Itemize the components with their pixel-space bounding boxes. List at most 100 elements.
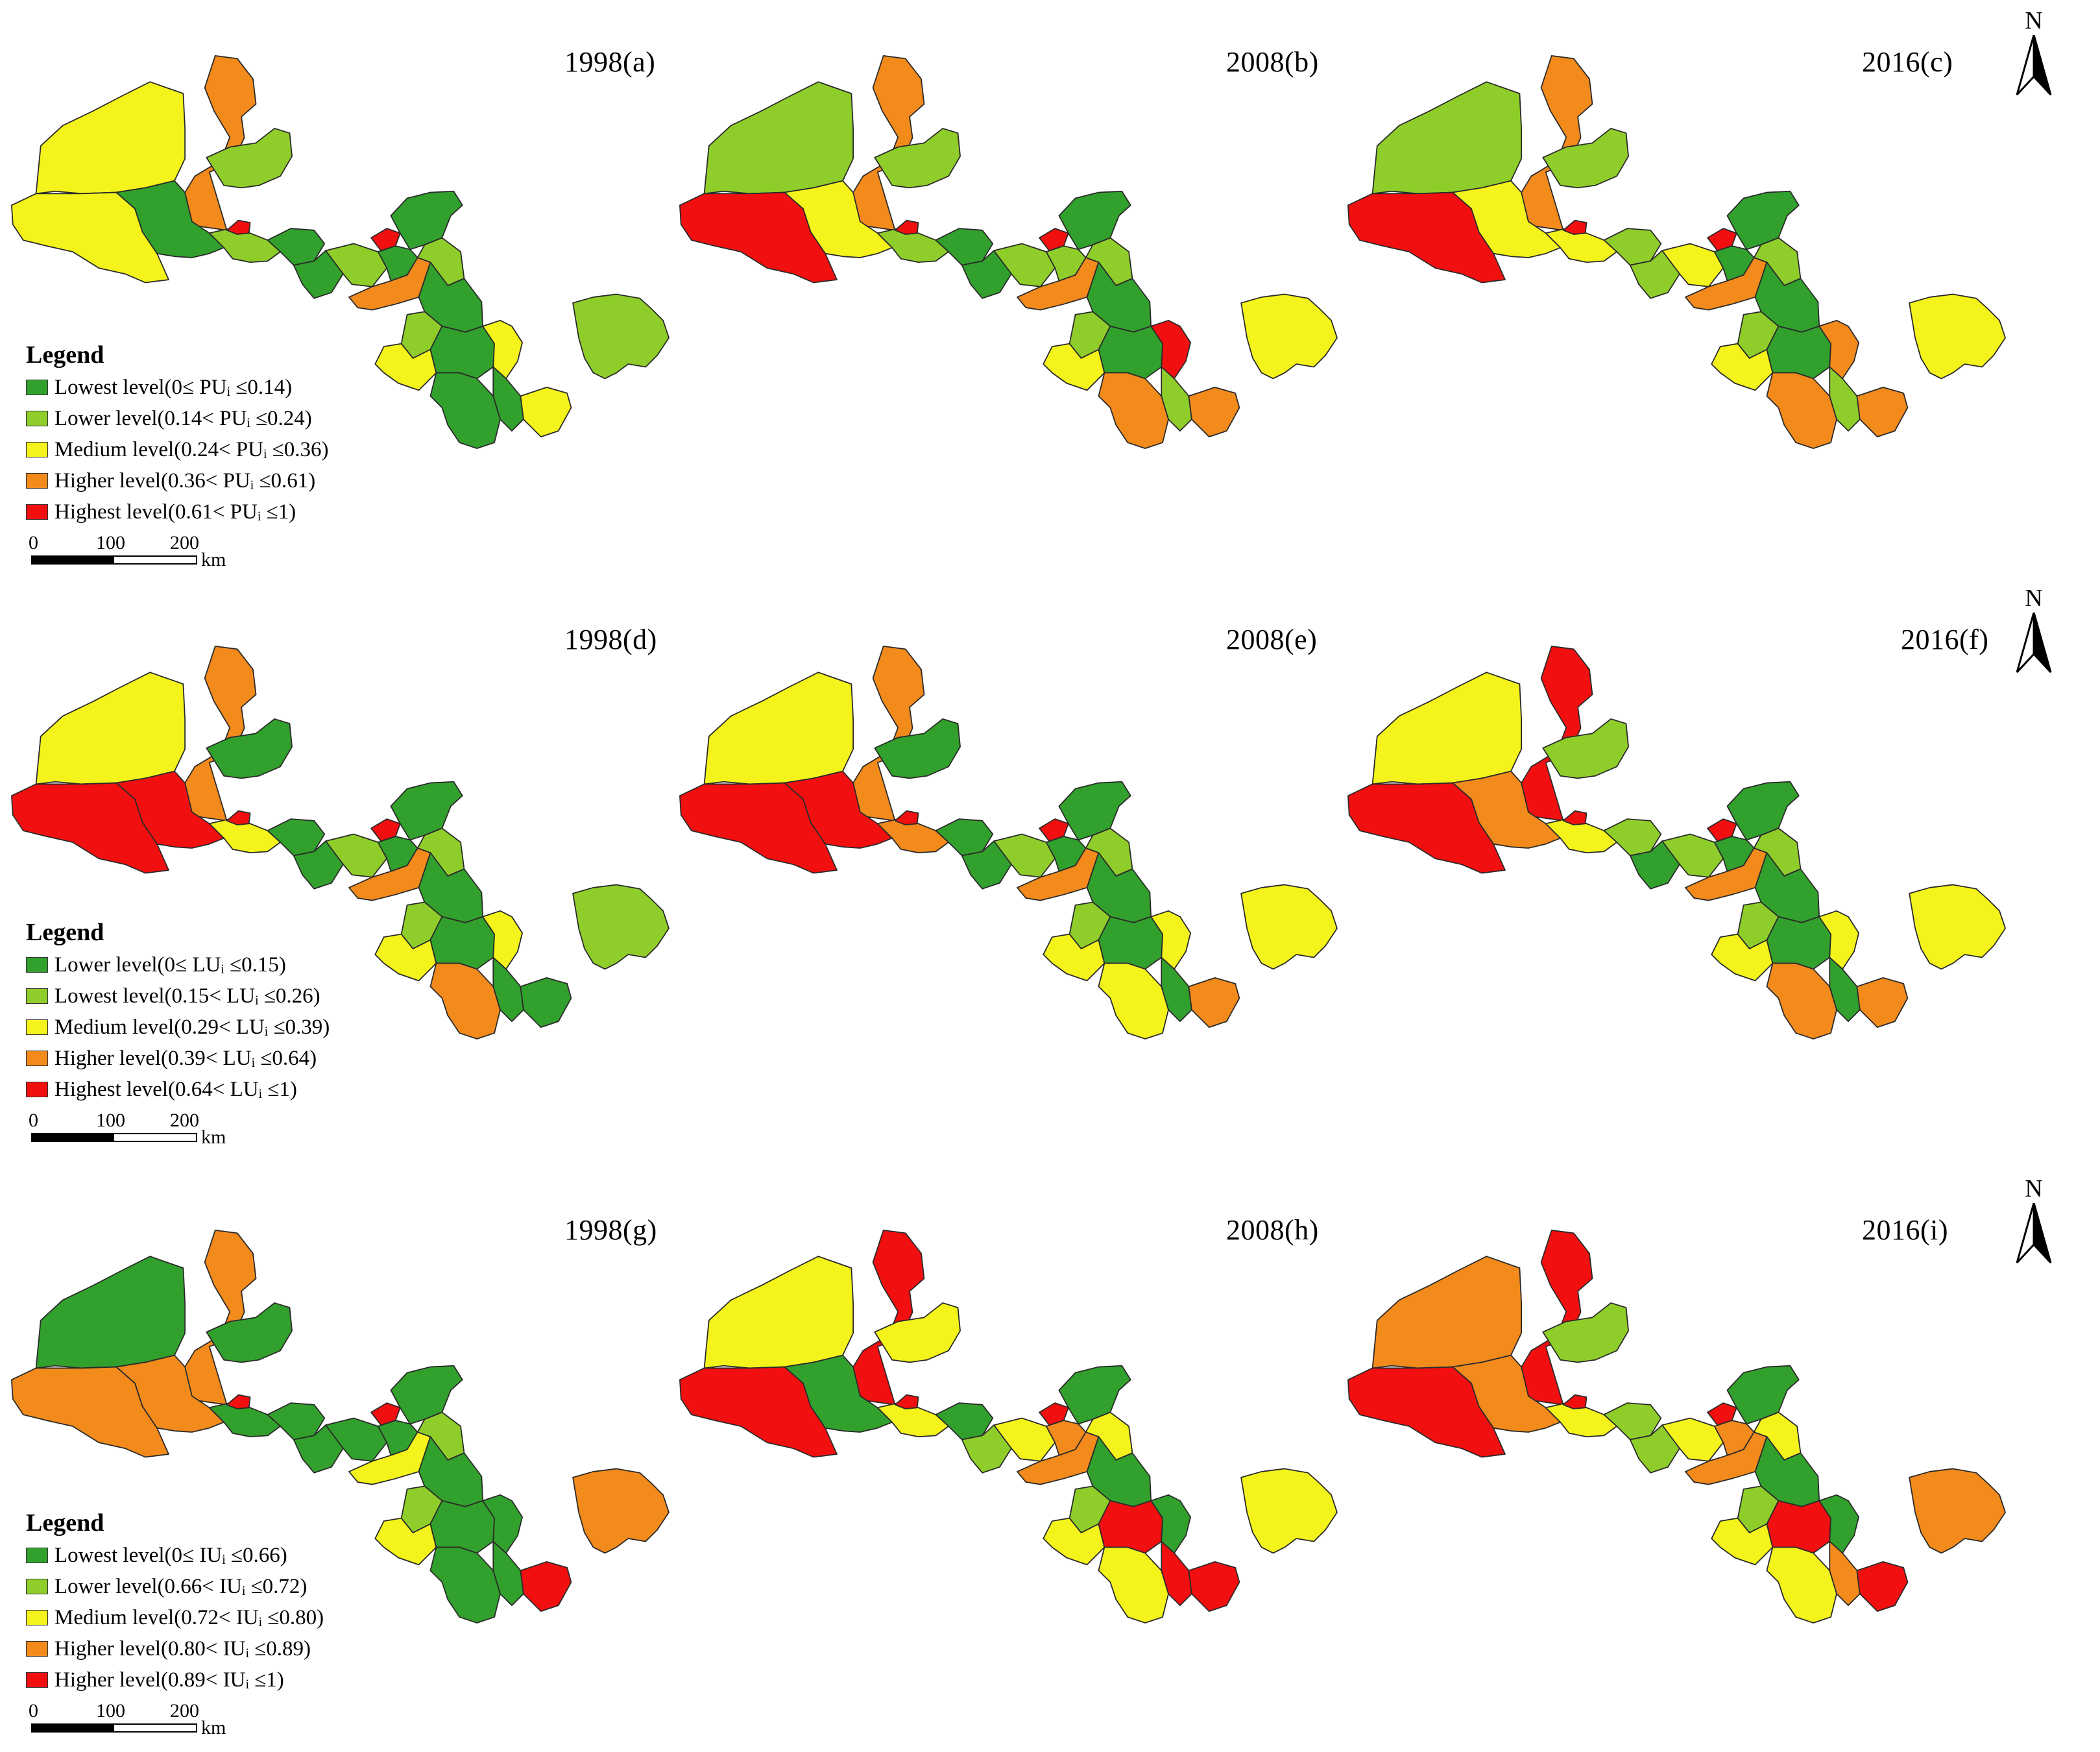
county-region [1909,293,2006,380]
legend-label: Medium level(0.72< IUᵢ ≤0.80) [54,1605,324,1629]
county-region [703,1256,854,1369]
county-region [852,55,925,231]
county-region [1161,956,1192,1023]
legend-swatch [26,442,48,457]
county-region [1188,387,1240,437]
panel-title-e: 2008(e) [1226,624,1318,655]
county-region [784,770,893,849]
county-region [935,818,994,857]
map-panel-f [1336,590,2011,1162]
county-region [1829,366,1861,432]
legend-label: Lowest level(0≤ PUᵢ ≤0.14) [54,375,293,399]
county-region [1043,343,1105,391]
county-region [370,228,401,252]
county-region [1039,1402,1069,1426]
county-region [374,343,437,391]
county-region [267,228,326,266]
county-region [1521,55,1593,231]
county-region [1661,1417,1724,1462]
county-region [374,1517,437,1566]
north-arrow-icon [2016,35,2052,96]
county-region [390,781,463,841]
scale-unit: km [201,1126,226,1148]
scale-tick-100: 100 [96,1700,125,1722]
county-region [226,1394,251,1409]
county-region [1098,1500,1163,1554]
panel-title-h: 2008(h) [1226,1214,1319,1246]
county-region [1043,933,1105,982]
county-region [325,1417,388,1462]
north-arrow-row2: N [2005,584,2063,675]
county-region [184,1229,257,1405]
panel-title-c: 2016(c) [1862,46,1953,78]
county-region [874,1302,961,1363]
county-region [1818,1494,1860,1554]
legend-swatch [26,1610,48,1625]
legend-swatch [26,1548,48,1563]
county-region [206,128,293,189]
county-region [115,770,225,849]
county-region [325,833,388,878]
county-region [390,190,463,250]
county-region [935,228,994,266]
scale-bar-row3: 0 100 200 km [29,1700,249,1739]
county-region [993,833,1056,878]
county-region [1043,1517,1105,1566]
legend-label: Lower level(0.66< IUᵢ ≤0.72) [54,1574,308,1598]
county-region [429,962,501,1040]
county-region [1909,884,2006,970]
county-region [1707,818,1737,842]
county-region [1542,1302,1629,1363]
scale-tick-200: 200 [170,1700,199,1722]
north-label: N [2025,7,2043,34]
county-region [1856,977,1909,1028]
county-region [784,1354,893,1433]
county-region [492,956,524,1023]
county-region [390,1365,463,1425]
county-region [852,645,925,821]
legend-swatch [26,1579,48,1594]
legend-item: Higher level(0.80< IUᵢ ≤0.89) [26,1633,428,1664]
county-region [894,810,919,825]
county-region [206,718,293,779]
county-region [1058,781,1131,841]
county-region [429,916,495,970]
choropleth-map [679,645,1338,1040]
legend-label: Higher level(0.36< PUᵢ ≤0.61) [54,468,316,493]
legend-item: Medium level(0.24< PUᵢ ≤0.36) [26,434,428,465]
county-region [1347,191,1506,284]
scale-bar-white [113,1133,197,1142]
scale-tick-200: 200 [170,532,199,554]
county-region [482,910,523,970]
map-panel-b [668,0,1343,571]
county-region [35,81,186,195]
county-region [1711,933,1774,982]
county-region [1347,1366,1506,1458]
county-region [1371,81,1523,195]
legend-label: Higher level(0.80< IUᵢ ≤0.89) [54,1636,311,1661]
county-region [1766,325,1831,380]
county-region [520,1561,572,1612]
county-region [520,387,572,437]
legend-item: Lower level(0.14< PUᵢ ≤0.24) [26,403,428,434]
county-region [1188,1561,1240,1612]
county-region [1452,770,1562,849]
county-region [1098,372,1169,449]
legend-swatch [26,1082,48,1097]
county-region [370,1402,401,1426]
legend-item: Highest level(0.64< LUᵢ ≤1) [26,1074,428,1105]
county-region [1452,180,1562,258]
map-panel-i [1336,1174,2011,1746]
county-region [370,818,401,842]
legend-item: Highest level(0.61< PUᵢ ≤1) [26,496,428,528]
panel-title-b: 2008(b) [1226,46,1319,78]
county-region [1766,962,1837,1040]
county-region [267,1402,326,1441]
choropleth-map [1347,55,2006,449]
panel-title-d: 1998(d) [564,624,657,655]
choropleth-map [11,55,670,449]
county-region [184,645,257,821]
legend-pu: Legend Lowest level(0≤ PUᵢ ≤0.14) Lower … [26,341,428,528]
legend-lu: Legend Lower level(0≤ LUᵢ ≤0.15) Lowest … [26,918,428,1105]
county-region [1098,916,1163,970]
